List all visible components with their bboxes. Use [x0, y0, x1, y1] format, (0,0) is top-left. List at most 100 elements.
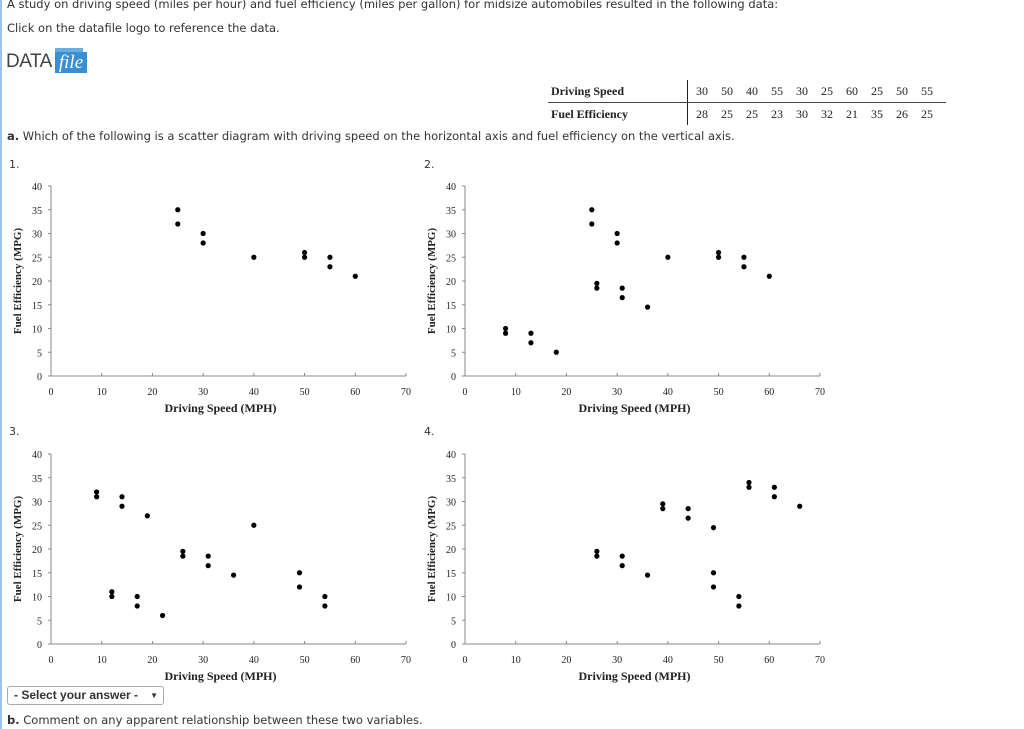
- data-point: [614, 240, 620, 246]
- data-point: [619, 295, 625, 301]
- data-point: [594, 553, 600, 559]
- cell: 25: [821, 80, 846, 103]
- data-point: [528, 340, 534, 346]
- data-point: [710, 584, 717, 590]
- row-label: Fuel Efficiency: [551, 106, 628, 121]
- x-tick-label: 50: [300, 655, 310, 666]
- y-tick-label: 25: [446, 253, 456, 264]
- y-tick-label: 15: [32, 301, 42, 312]
- data-point: [710, 570, 717, 576]
- data-point: [322, 603, 328, 609]
- data-point: [614, 230, 620, 237]
- x-tick-label: 0: [49, 655, 54, 666]
- y-tick-label: 5: [37, 616, 42, 627]
- x-tick-label: 60: [350, 655, 360, 666]
- cell: 25: [721, 106, 733, 121]
- y-tick-label: 10: [446, 593, 456, 604]
- y-tick-label: 25: [32, 521, 42, 532]
- intro-text: A study on driving speed (miles per hour…: [7, 0, 779, 11]
- x-tick-label: 30: [198, 387, 208, 398]
- data-point: [736, 603, 742, 609]
- data-point: [553, 349, 559, 355]
- data-point: [296, 584, 303, 590]
- x-axis-title: Driving Speed (MPH): [165, 669, 277, 683]
- instruction-text: Click on the datafile logo to reference …: [7, 21, 280, 35]
- data-point: [741, 254, 747, 260]
- option-number-4: 4.: [424, 425, 435, 438]
- data-point: [685, 506, 691, 512]
- cell: 28: [696, 106, 708, 121]
- cell: 35: [871, 106, 883, 121]
- scatter-chart-1: 0 5 10 15 20 25 30 35 40 0 10 20 30 40 50 60 70 Driving S…: [12, 182, 411, 415]
- cell: 25: [746, 106, 758, 121]
- y-tick-label: 5: [451, 348, 456, 359]
- data-point: [352, 273, 358, 279]
- y-axis-title: Fuel Efficiency (MPG): [426, 228, 438, 335]
- data-point: [619, 563, 625, 569]
- cell: 21: [846, 106, 858, 121]
- y-tick-label: 15: [32, 569, 42, 580]
- option-number-3: 3.: [9, 425, 20, 438]
- data-point: [589, 221, 595, 227]
- data-point: [205, 553, 211, 559]
- x-tick-label: 70: [401, 387, 411, 398]
- cell: 55: [771, 80, 796, 103]
- y-tick-label: 35: [446, 474, 456, 485]
- y-tick-label: 35: [446, 206, 456, 217]
- data-point: [741, 264, 747, 270]
- data-point: [665, 254, 671, 260]
- x-tick-label: 50: [714, 655, 724, 666]
- x-tick-label: 20: [561, 655, 571, 666]
- datafile-logo[interactable]: DATA file: [6, 47, 88, 73]
- x-tick-label: 20: [147, 387, 157, 398]
- x-tick-label: 40: [663, 387, 673, 398]
- y-tick-label: 10: [446, 325, 456, 336]
- data-point: [200, 240, 206, 246]
- cell: 25: [921, 106, 933, 121]
- data-point: [594, 285, 600, 291]
- data-point: [644, 304, 651, 310]
- data-point: [619, 285, 625, 291]
- y-axis-title: Fuel Efficiency (MPG): [426, 496, 438, 603]
- x-tick-label: 50: [300, 387, 310, 398]
- y-tick-label: 20: [32, 277, 42, 288]
- cell: 30: [696, 80, 721, 103]
- data-point: [528, 330, 534, 336]
- cell: 50: [896, 80, 921, 103]
- logo-text-file: file: [54, 48, 88, 73]
- answer-select[interactable]: - Select your answer - ▼: [7, 686, 164, 705]
- y-tick-label: 0: [37, 640, 42, 651]
- x-tick-label: 0: [463, 655, 468, 666]
- x-tick-label: 70: [815, 387, 825, 398]
- y-tick-label: 10: [32, 593, 42, 604]
- y-tick-label: 0: [451, 372, 456, 383]
- table-row-driving-speed: Driving Speed 30 50 40 55 30 25 60 25 50…: [548, 80, 946, 103]
- data-point: [94, 489, 100, 495]
- question-a-label: a.: [7, 129, 20, 143]
- y-tick-label: 25: [32, 253, 42, 264]
- data-point: [746, 484, 752, 490]
- x-tick-label: 50: [714, 387, 724, 398]
- x-tick-label: 40: [663, 655, 673, 666]
- scatter-chart-2: 0 5 10 15 20 25 30 35 40 0 10 20 30 40 50 60 70 Driving S…: [426, 182, 825, 415]
- data-point: [159, 612, 166, 619]
- y-tick-label: 30: [446, 230, 456, 241]
- row-label: Driving Speed: [548, 80, 688, 103]
- y-tick-label: 10: [32, 325, 42, 336]
- x-tick-label: 10: [511, 387, 521, 398]
- data-point: [660, 501, 666, 507]
- data-point: [119, 503, 125, 509]
- y-axis-title: Fuel Efficiency (MPG): [12, 496, 24, 603]
- x-tick-label: 70: [815, 655, 825, 666]
- y-tick-label: 20: [32, 545, 42, 556]
- y-tick-label: 35: [32, 474, 42, 485]
- data-point: [746, 479, 752, 486]
- data-point: [301, 254, 308, 260]
- left-border: [0, 0, 2, 729]
- data-point: [594, 548, 600, 554]
- data-point: [296, 570, 303, 576]
- x-tick-label: 30: [198, 655, 208, 666]
- data-point: [134, 593, 140, 600]
- question-b-text: Comment on any apparent relationship bet…: [23, 713, 423, 727]
- data-point: [175, 207, 181, 213]
